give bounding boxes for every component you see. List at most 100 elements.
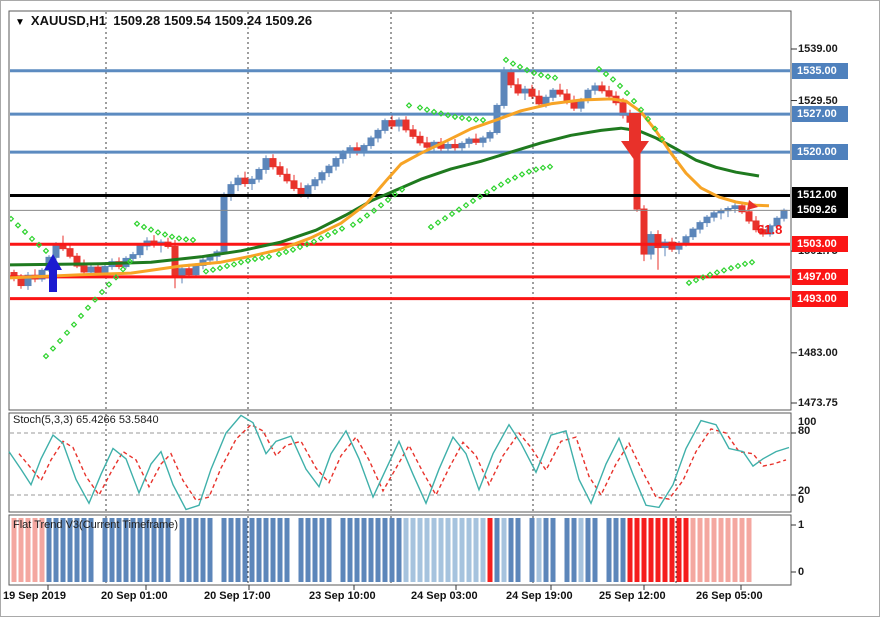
small-marker-arrow: [747, 200, 758, 210]
flat-trend-bar: [508, 518, 514, 582]
candle-down: [528, 88, 536, 97]
candle-up: [591, 85, 599, 91]
sar-dot: [154, 229, 162, 236]
flat-trend-bar: [424, 518, 430, 582]
flat-trend-bar: [361, 518, 367, 582]
flat-trend-bar: [200, 518, 206, 582]
sar-dot: [451, 113, 459, 121]
price-badge: 1509.26: [792, 202, 848, 219]
sar-dot: [370, 207, 378, 214]
time-axis-label: 24 Sep 03:00: [411, 590, 478, 602]
sar-dot: [84, 304, 92, 312]
sar-dot: [265, 253, 273, 261]
sar-dot: [623, 89, 631, 97]
flat-trend-bar: [249, 518, 255, 582]
flat-trend-bar: [165, 518, 171, 582]
flat-trend-bar: [116, 518, 122, 582]
sar-dot: [539, 164, 547, 172]
flat-trend-bar: [683, 518, 689, 582]
sar-dot: [189, 236, 197, 244]
sar-dot: [490, 185, 498, 192]
candle-down: [759, 229, 767, 235]
flat-trend-bar: [501, 518, 507, 582]
price-badge: 1493.00: [792, 290, 848, 307]
flat-trend-bar: [690, 518, 696, 582]
flat-trend-bar: [515, 518, 521, 582]
flat-trend-bar: [74, 518, 80, 582]
candle-up: [486, 132, 494, 139]
stoch-name: Stoch(5,3,3): [13, 414, 73, 426]
price-badge: 1527.00: [792, 106, 848, 123]
sar-dot: [595, 65, 603, 73]
stoch-main-value: 65.4266: [75, 414, 116, 426]
flat-trend-bar: [732, 518, 738, 582]
sar-dot: [502, 56, 510, 64]
price-tick-label: 1483.00: [798, 346, 838, 359]
flat-trend-bar: [347, 518, 353, 582]
flat-trend-bar: [340, 518, 346, 582]
candle-up: [255, 168, 263, 180]
flat-trend-bar: [389, 518, 395, 582]
sar-dot: [630, 97, 638, 105]
sar-dot: [532, 166, 540, 173]
flat-trend-bar: [151, 518, 157, 582]
sar-dot: [469, 197, 477, 205]
flat-trend-bar: [368, 518, 374, 582]
candle-down: [598, 85, 606, 92]
sar-dot: [223, 262, 231, 270]
candle-up: [465, 138, 473, 144]
candle-down: [745, 211, 753, 222]
stoch-indicator-label: Stoch(5,3,3) 65.4266 53.5840: [13, 414, 159, 426]
flat-trend-bar: [32, 518, 38, 582]
symbol-dropdown-icon[interactable]: ▼: [15, 17, 25, 28]
flat-trend-bar: [109, 518, 115, 582]
flat-trend-bar: [634, 518, 640, 582]
symbol-timeframe-label: XAUUSD,H1: [30, 13, 107, 28]
sar-dot: [91, 296, 99, 303]
flat-trend-bar: [564, 518, 570, 582]
candle-up: [703, 216, 711, 224]
flat-trend-bar: [431, 518, 437, 582]
candle-up: [773, 217, 781, 227]
sar-dot: [42, 247, 50, 255]
sar-dot: [282, 248, 290, 256]
flat-trend-bar: [60, 518, 66, 582]
stoch-signal-line: [18, 423, 787, 501]
candle-up: [395, 119, 403, 127]
flat-trend-bar: [312, 518, 318, 582]
flat-trend-bar: [193, 518, 199, 582]
candle-down: [402, 119, 410, 131]
sar-dot: [126, 258, 134, 265]
flat-trend-bar: [627, 518, 633, 582]
flat-trend-bar: [445, 518, 451, 582]
candle-up: [542, 96, 550, 105]
sar-dot: [349, 221, 357, 229]
price-badge: 1520.00: [792, 144, 848, 161]
flat-trend-bar: [207, 518, 213, 582]
price-tick-label: 1539.00: [798, 43, 838, 55]
candle-down: [451, 143, 459, 149]
sar-dot: [551, 74, 559, 82]
slow-ma-line: [10, 126, 760, 267]
flat-trend-bar: [592, 518, 598, 582]
candle-down: [276, 166, 284, 175]
flat-trend-bar: [179, 518, 185, 582]
sar-dot: [356, 217, 364, 224]
sar-dot: [430, 108, 438, 116]
sar-dot: [140, 223, 148, 231]
candle-down: [514, 84, 522, 94]
candle-up: [689, 228, 697, 238]
sar-dot: [133, 220, 141, 227]
sar-dot: [544, 73, 552, 80]
flat-trend-bar: [221, 518, 227, 582]
price-badge: 1535.00: [792, 62, 848, 79]
candle-down: [241, 177, 249, 185]
flat-trend-bar: [529, 518, 535, 582]
sar-dot: [161, 231, 169, 238]
candle-up: [311, 179, 319, 187]
flat-trend-bar: [410, 518, 416, 582]
sar-dot: [609, 76, 617, 83]
sar-dot: [338, 225, 346, 232]
